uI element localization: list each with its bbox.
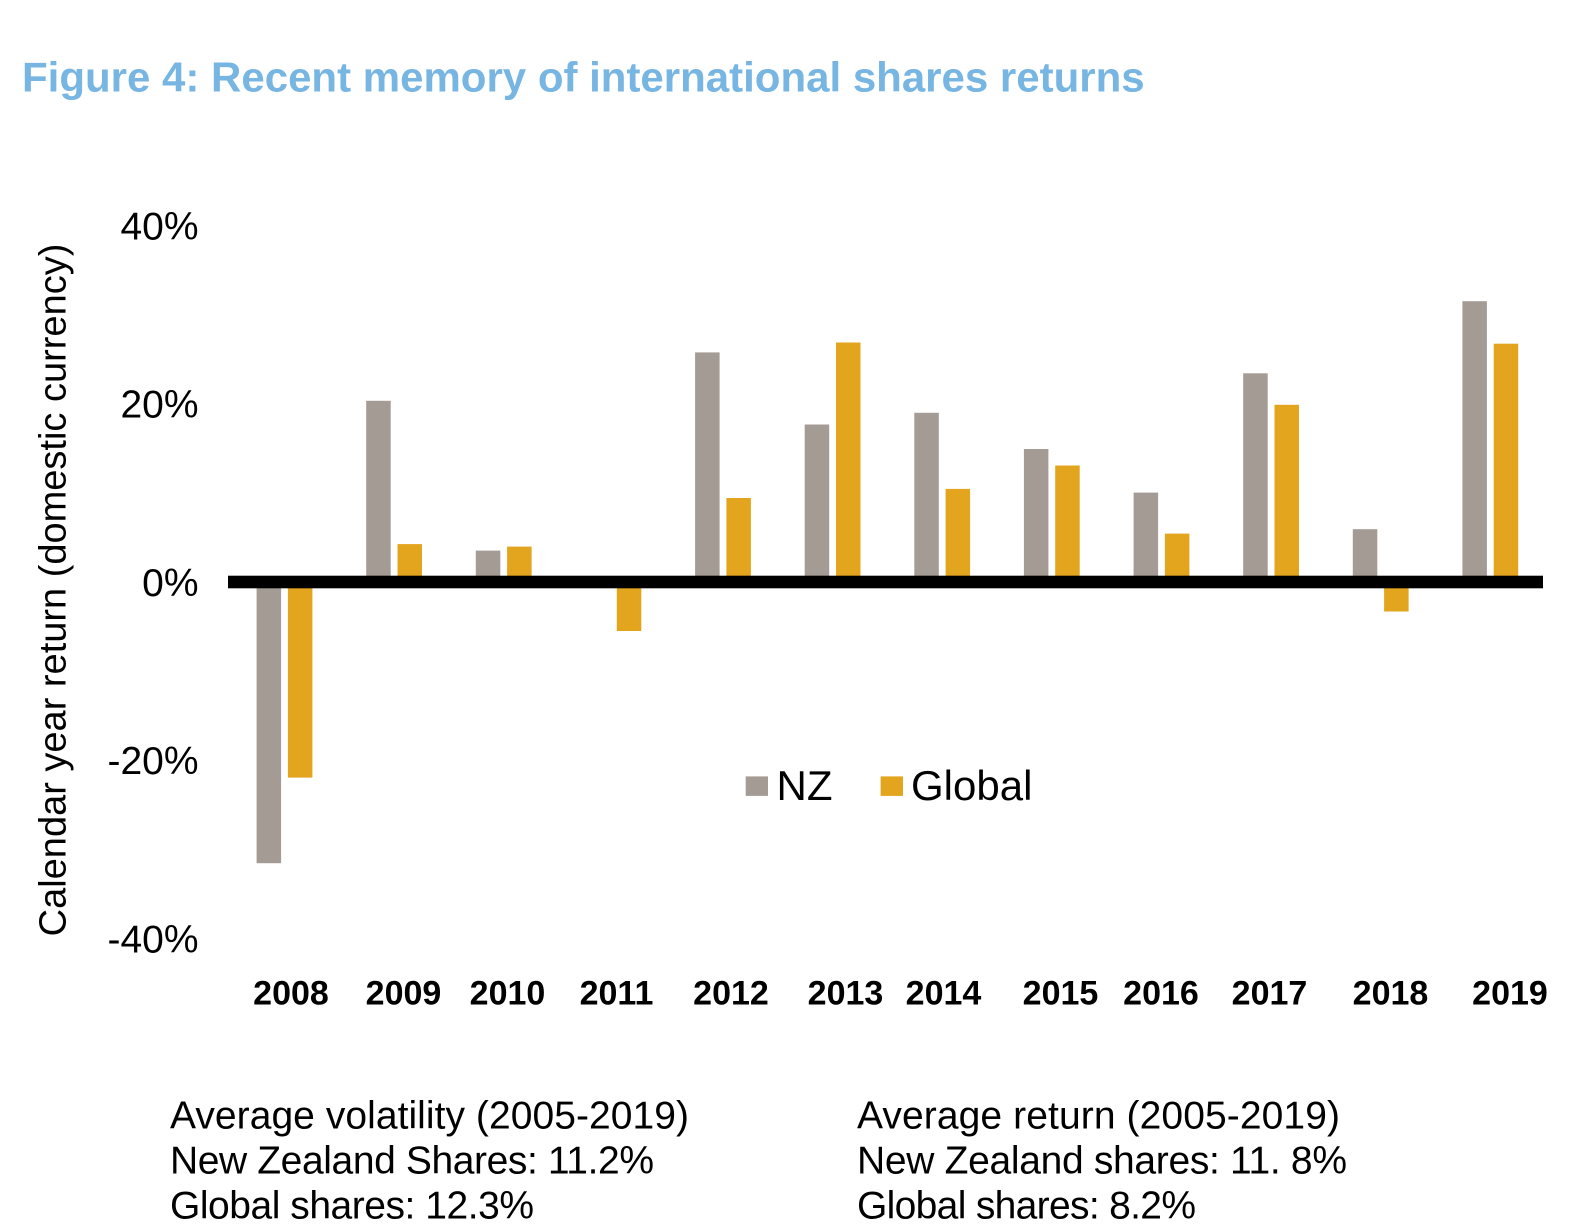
svg-text:2018: 2018 [1353, 975, 1429, 1013]
svg-text:-20%: -20% [107, 740, 198, 783]
svg-text:2017: 2017 [1232, 975, 1308, 1013]
svg-text:2014: 2014 [906, 975, 982, 1013]
svg-text:2016: 2016 [1123, 975, 1199, 1013]
svg-text:2013: 2013 [808, 975, 884, 1013]
svg-text:2019: 2019 [1472, 975, 1548, 1013]
svg-text:40%: 40% [120, 206, 198, 249]
svg-text:2009: 2009 [366, 975, 442, 1013]
svg-text:Global shares: 12.3%: Global shares: 12.3% [170, 1184, 534, 1227]
svg-text:New Zealand Shares: 11.2%: New Zealand Shares: 11.2% [170, 1139, 654, 1182]
svg-text:Global shares: 8.2%: Global shares: 8.2% [857, 1184, 1196, 1227]
svg-text:New Zealand shares: 11. 8%: New Zealand shares: 11. 8% [857, 1139, 1347, 1182]
svg-text:Average return (2005-2019): Average return (2005-2019) [857, 1094, 1340, 1137]
svg-text:2012: 2012 [693, 975, 769, 1013]
svg-text:2008: 2008 [253, 975, 329, 1013]
svg-text:2015: 2015 [1023, 975, 1099, 1013]
svg-text:Calendar year return (domestic: Calendar year return (domestic currency) [33, 244, 75, 937]
svg-text:2010: 2010 [470, 975, 546, 1013]
svg-text:2011: 2011 [580, 975, 654, 1013]
svg-text:Global: Global [911, 762, 1032, 809]
svg-text:Figure 4: Recent memory of int: Figure 4: Recent memory of international… [22, 54, 1145, 101]
svg-text:-40%: -40% [107, 918, 198, 961]
svg-text:0%: 0% [142, 562, 198, 605]
svg-text:NZ: NZ [777, 762, 833, 809]
svg-text:20%: 20% [120, 384, 198, 427]
svg-text:Average volatility (2005-2019): Average volatility (2005-2019) [170, 1094, 689, 1137]
